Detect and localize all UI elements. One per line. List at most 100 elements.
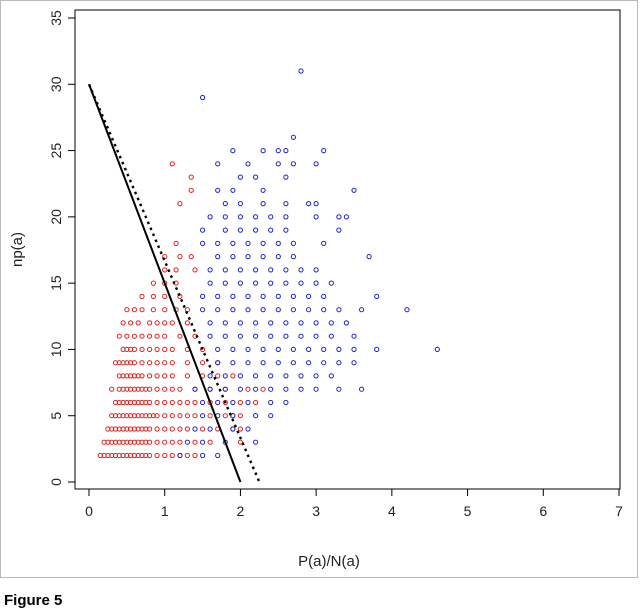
red-data-point	[150, 293, 156, 299]
blue-data-point	[298, 386, 304, 392]
blue-data-point	[230, 187, 236, 193]
blue-data-point	[306, 307, 312, 313]
blue-data-point	[237, 320, 243, 326]
blue-data-point	[253, 280, 259, 286]
blue-data-point	[298, 333, 304, 339]
blue-data-point	[374, 346, 380, 352]
blue-data-point	[268, 333, 274, 339]
red-data-point	[162, 320, 168, 326]
y-tick-label: 10	[48, 341, 64, 357]
blue-data-point	[298, 280, 304, 286]
red-data-point	[188, 174, 194, 180]
y-tick-label: 5	[48, 412, 64, 420]
red-data-point	[184, 320, 190, 326]
blue-data-point	[313, 386, 319, 392]
red-data-point	[147, 426, 153, 432]
red-data-point	[169, 426, 175, 432]
red-data-point	[154, 360, 160, 366]
figure-caption: Figure 5	[4, 592, 63, 609]
blue-data-point	[245, 360, 251, 366]
blue-data-point	[268, 386, 274, 392]
blue-data-point	[253, 333, 259, 339]
blue-data-point	[434, 346, 440, 352]
blue-data-point	[336, 346, 342, 352]
blue-data-point	[253, 439, 259, 445]
blue-data-point	[177, 452, 183, 459]
blue-data-point	[343, 320, 349, 326]
blue-data-point	[275, 240, 281, 246]
red-data-point	[184, 413, 190, 419]
blue-data-point	[260, 360, 266, 366]
blue-data-point	[298, 320, 304, 326]
red-data-point	[222, 399, 228, 406]
blue-data-point	[222, 227, 228, 233]
blue-data-point	[207, 386, 213, 392]
red-data-point	[222, 413, 228, 419]
y-tick-label: 35	[48, 10, 64, 26]
blue-data-point	[306, 346, 312, 352]
blue-data-point	[260, 307, 266, 313]
blue-data-point	[230, 307, 236, 313]
blue-data-point	[268, 373, 274, 379]
blue-data-point	[260, 148, 266, 154]
blue-data-point	[290, 293, 296, 299]
blue-data-point	[245, 240, 251, 246]
blue-data-point	[200, 307, 206, 313]
red-data-point	[131, 346, 137, 352]
red-data-point	[147, 439, 153, 445]
red-data-point	[192, 399, 198, 406]
red-data-point	[162, 360, 168, 366]
blue-data-point	[283, 399, 289, 406]
red-data-point	[177, 439, 183, 445]
red-data-point	[109, 386, 115, 392]
blue-data-point	[215, 254, 221, 260]
blue-data-point	[215, 346, 221, 352]
y-tick-label: 15	[48, 275, 64, 291]
red-data-point	[260, 386, 266, 392]
blue-data-point	[230, 399, 236, 406]
blue-data-point	[222, 267, 228, 273]
red-series-points	[97, 161, 266, 459]
blue-data-point	[215, 399, 221, 406]
blue-data-point	[215, 240, 221, 246]
x-axis-label: P(a)/N(a)	[298, 553, 360, 570]
red-data-point	[154, 320, 160, 326]
x-tick-label: 5	[464, 503, 472, 519]
red-data-point	[147, 399, 153, 406]
blue-data-point	[275, 346, 281, 352]
blue-data-point	[207, 333, 213, 339]
red-data-point	[230, 373, 236, 379]
blue-data-point	[290, 240, 296, 246]
blue-data-point	[351, 346, 357, 352]
blue-data-point	[343, 214, 349, 220]
red-data-point	[147, 373, 153, 379]
red-data-point	[192, 267, 198, 273]
blue-data-point	[283, 227, 289, 233]
red-data-point	[131, 333, 137, 339]
red-data-point	[131, 360, 137, 366]
blue-data-point	[298, 68, 304, 74]
red-data-point	[184, 399, 190, 406]
blue-data-point	[230, 148, 236, 154]
red-data-point	[215, 373, 221, 379]
blue-data-point	[275, 148, 281, 154]
blue-data-point	[306, 360, 312, 366]
y-tick-label: 20	[48, 209, 64, 225]
blue-data-point	[245, 426, 251, 432]
blue-data-point	[359, 307, 365, 313]
blue-data-point	[237, 280, 243, 286]
x-tick-label: 0	[85, 503, 93, 519]
blue-series-points	[177, 68, 440, 459]
blue-data-point	[313, 201, 319, 207]
blue-data-point	[275, 307, 281, 313]
blue-data-point	[215, 293, 221, 299]
y-tick-label: 0	[48, 478, 64, 486]
blue-data-point	[230, 293, 236, 299]
blue-data-point	[230, 360, 236, 366]
blue-data-point	[404, 307, 410, 313]
blue-data-point	[245, 254, 251, 260]
blue-data-point	[290, 346, 296, 352]
blue-data-point	[237, 373, 243, 379]
red-data-point	[200, 426, 206, 432]
red-data-point	[177, 254, 183, 260]
